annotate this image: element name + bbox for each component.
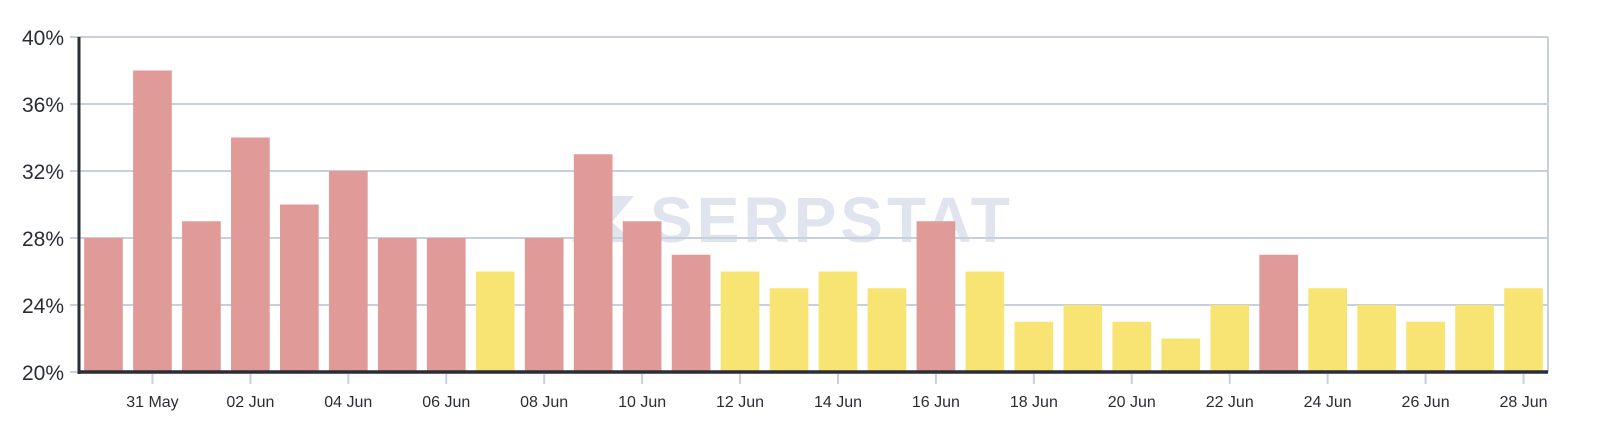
x-tick-label: 06 Jun — [422, 394, 470, 411]
bar[interactable] — [1357, 305, 1396, 372]
x-tick-label: 02 Jun — [226, 394, 274, 411]
bar[interactable] — [818, 271, 858, 373]
bar[interactable] — [426, 238, 466, 372]
x-tick-label: 31 May — [126, 394, 178, 411]
bar[interactable] — [671, 254, 711, 372]
y-tick-label: 32% — [22, 161, 64, 184]
watermark-text: SERPSTAT — [650, 184, 1014, 256]
x-tick-label: 08 Jun — [520, 394, 568, 411]
x-tick-label: 16 Jun — [912, 394, 960, 411]
bar[interactable] — [573, 154, 613, 372]
bar[interactable] — [720, 271, 760, 373]
bar[interactable] — [1210, 305, 1250, 372]
x-axis: 31 May 02 Jun 04 Jun 06 Jun 08 Jun 10 Jun 12 J… — [77, 37, 1548, 411]
x-tick-label: 18 Jun — [1010, 394, 1058, 411]
y-axis: 20% 24% 28% 32% 36% 40% — [22, 27, 64, 385]
bar[interactable] — [1259, 254, 1299, 372]
y-tick-label: 24% — [22, 295, 64, 318]
bar[interactable] — [231, 137, 270, 373]
bar[interactable] — [475, 271, 515, 373]
y-tick-label: 36% — [22, 94, 64, 117]
x-tick-label: 04 Jun — [324, 394, 372, 411]
bar[interactable] — [965, 271, 1005, 373]
x-tick-label: 20 Jun — [1108, 394, 1156, 411]
bar[interactable] — [182, 221, 221, 372]
y-tick-label: 28% — [22, 228, 64, 251]
bar[interactable] — [622, 221, 662, 372]
bar[interactable] — [1504, 288, 1543, 372]
x-tick-label: 26 Jun — [1402, 394, 1450, 411]
bar[interactable] — [916, 221, 956, 372]
bars — [84, 70, 1543, 373]
x-tick-label: 22 Jun — [1206, 394, 1254, 411]
bar[interactable] — [1308, 288, 1347, 372]
bar[interactable] — [133, 70, 172, 373]
x-tick-label: 28 Jun — [1499, 394, 1547, 411]
bar[interactable] — [769, 288, 809, 372]
x-tick-label: 14 Jun — [814, 394, 862, 411]
y-tick-label: 20% — [22, 362, 64, 385]
bar[interactable] — [1161, 338, 1201, 373]
bar[interactable] — [867, 288, 907, 372]
bar[interactable] — [1112, 321, 1152, 372]
bar[interactable] — [377, 238, 417, 372]
bar[interactable] — [84, 238, 123, 372]
y-tick-label: 40% — [22, 27, 64, 50]
x-tick-label: 10 Jun — [618, 394, 666, 411]
bar[interactable] — [1063, 305, 1103, 372]
bar[interactable] — [1406, 321, 1445, 372]
x-tick-label: 24 Jun — [1304, 394, 1352, 411]
bar[interactable] — [328, 171, 368, 372]
bar[interactable] — [1455, 305, 1494, 372]
bar[interactable] — [280, 204, 319, 373]
x-tick-label: 12 Jun — [716, 394, 764, 411]
bar[interactable] — [524, 238, 564, 372]
bar[interactable] — [1014, 321, 1054, 372]
